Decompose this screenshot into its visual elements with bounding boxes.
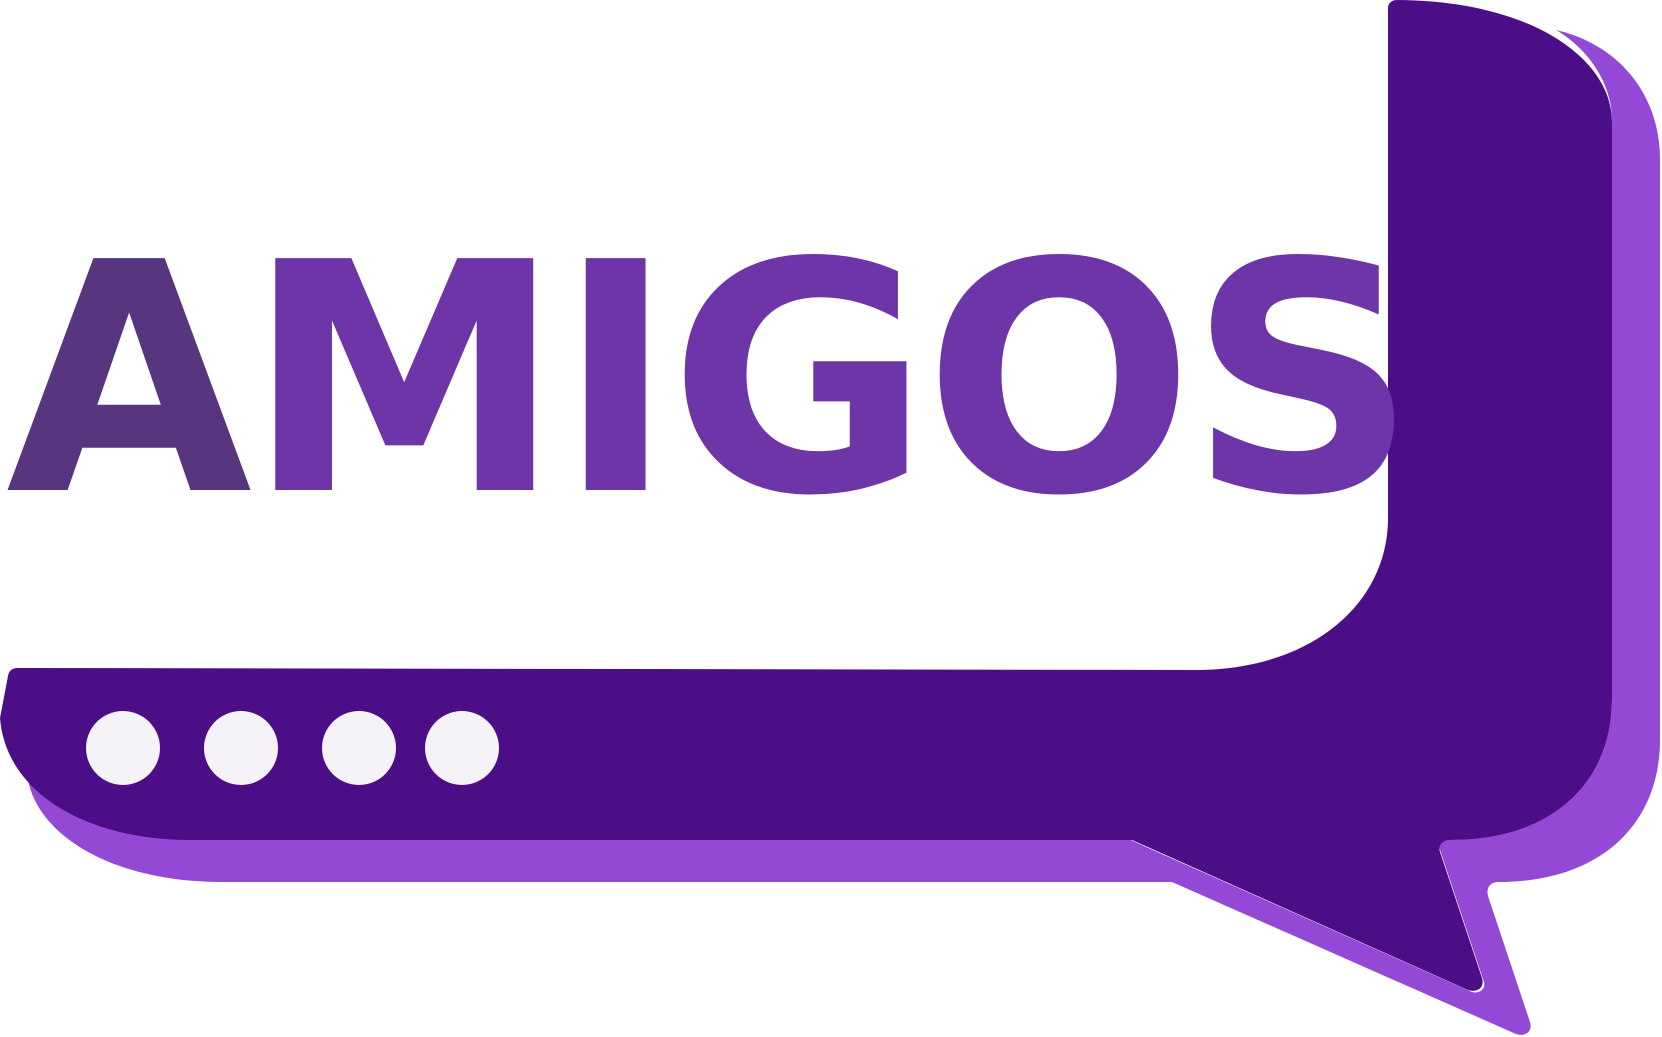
typing-dot-2 — [204, 711, 278, 785]
wordmark: AMIGOS — [6, 215, 1417, 545]
typing-dot-3 — [322, 711, 396, 785]
typing-dot-1 — [86, 711, 160, 785]
wordmark-first-letter: A — [6, 195, 252, 565]
bubble-front — [0, 0, 1612, 991]
bubble-shadow — [28, 30, 1660, 1035]
wordmark-rest: MIGOS — [246, 195, 1417, 565]
typing-dot-4 — [425, 711, 499, 785]
